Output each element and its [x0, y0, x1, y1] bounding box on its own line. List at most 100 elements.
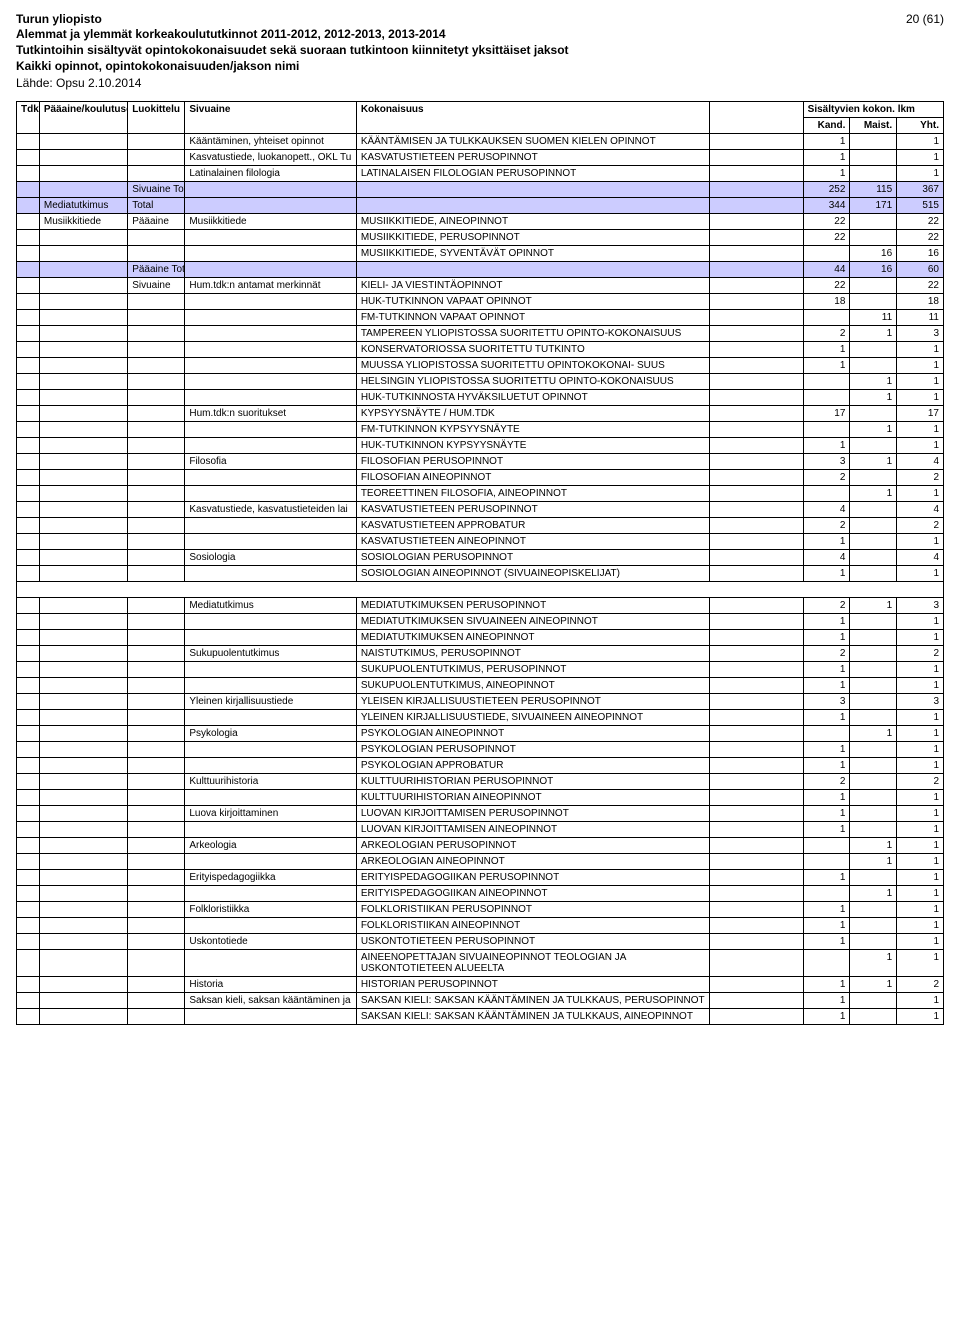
table-row: HELSINGIN YLIOPISTOSSA SUORITETTU OPINTO… — [17, 373, 944, 389]
cell-tdk — [17, 805, 40, 821]
cell-yht: 1 — [897, 949, 944, 976]
cell-luo — [128, 805, 185, 821]
cell-yht: 22 — [897, 213, 944, 229]
cell-paa — [39, 389, 127, 405]
col-kok: Kokonaisuus — [356, 101, 709, 133]
cell-paa — [39, 933, 127, 949]
cell-kand: 2 — [803, 469, 850, 485]
cell-luo — [128, 245, 185, 261]
cell-siv — [185, 821, 356, 837]
cell-siv — [185, 421, 356, 437]
cell-luo — [128, 613, 185, 629]
cell-tdk — [17, 565, 40, 581]
cell-blank — [710, 597, 804, 613]
cell-maist — [850, 229, 897, 245]
cell-kand: 2 — [803, 773, 850, 789]
cell-kand — [803, 853, 850, 869]
cell-blank — [710, 549, 804, 565]
cell-siv — [185, 181, 356, 197]
table-row: PsykologiaPSYKOLOGIAN AINEOPINNOT11 — [17, 725, 944, 741]
table-row: HUK-TUTKINNON VAPAAT OPINNOT1818 — [17, 293, 944, 309]
cell-kok: FILOSOFIAN PERUSOPINNOT — [356, 453, 709, 469]
cell-yht: 2 — [897, 517, 944, 533]
cell-kand: 4 — [803, 501, 850, 517]
cell-blank — [710, 325, 804, 341]
cell-yht: 4 — [897, 549, 944, 565]
cell-yht: 2 — [897, 645, 944, 661]
cell-yht: 11 — [897, 309, 944, 325]
cell-luo — [128, 533, 185, 549]
cell-maist: 1 — [850, 421, 897, 437]
cell-siv: Kasvatustiede, kasvatustieteiden lai — [185, 501, 356, 517]
cell-siv: Latinalainen filologia — [185, 165, 356, 181]
cell-siv: Historia — [185, 976, 356, 992]
cell-maist: 1 — [850, 885, 897, 901]
cell-tdk — [17, 533, 40, 549]
cell-yht: 1 — [897, 1008, 944, 1024]
cell-blank — [710, 821, 804, 837]
cell-maist — [850, 677, 897, 693]
cell-blank — [710, 917, 804, 933]
cell-kok: MEDIATUTKIMUKSEN SIVUAINEEN AINEOPINNOT — [356, 613, 709, 629]
cell-kok: ARKEOLOGIAN AINEOPINNOT — [356, 853, 709, 869]
cell-tdk — [17, 341, 40, 357]
cell-tdk — [17, 645, 40, 661]
table-row: KASVATUSTIETEEN AINEOPINNOT11 — [17, 533, 944, 549]
table-row: MEDIATUTKIMUKSEN AINEOPINNOT11 — [17, 629, 944, 645]
cell-maist — [850, 773, 897, 789]
cell-kok: LATINALAISEN FILOLOGIAN PERUSOPINNOT — [356, 165, 709, 181]
cell-siv — [185, 517, 356, 533]
cell-siv: Sukupuolentutkimus — [185, 645, 356, 661]
cell-paa — [39, 869, 127, 885]
cell-yht: 367 — [897, 181, 944, 197]
cell-luo — [128, 549, 185, 565]
cell-blank — [710, 437, 804, 453]
cell-tdk — [17, 613, 40, 629]
cell-kok: PSYKOLOGIAN AINEOPINNOT — [356, 725, 709, 741]
cell-kand: 1 — [803, 357, 850, 373]
cell-yht: 3 — [897, 325, 944, 341]
cell-siv — [185, 741, 356, 757]
cell-kand — [803, 949, 850, 976]
cell-paa — [39, 517, 127, 533]
cell-maist — [850, 277, 897, 293]
cell-kok: LUOVAN KIRJOITTAMISEN PERUSOPINNOT — [356, 805, 709, 821]
table-row: KulttuurihistoriaKULTTUURIHISTORIAN PERU… — [17, 773, 944, 789]
table-row: FM-TUTKINNON VAPAAT OPINNOT1111 — [17, 309, 944, 325]
cell-yht: 1 — [897, 533, 944, 549]
cell-maist: 1 — [850, 853, 897, 869]
cell-blank — [710, 469, 804, 485]
cell-siv — [185, 789, 356, 805]
cell-siv — [185, 677, 356, 693]
cell-kok: ERITYISPEDAGOGIIKAN AINEOPINNOT — [356, 885, 709, 901]
cell-yht: 1 — [897, 805, 944, 821]
cell-blank — [710, 741, 804, 757]
table-row: Latinalainen filologiaLATINALAISEN FILOL… — [17, 165, 944, 181]
cell-siv: Yleinen kirjallisuustiede — [185, 693, 356, 709]
cell-paa — [39, 453, 127, 469]
cell-maist — [850, 992, 897, 1008]
table-row: MUSIIKKITIEDE, SYVENTÄVÄT OPINNOT1616 — [17, 245, 944, 261]
cell-yht: 1 — [897, 133, 944, 149]
cell-kok: KYPSYYSNÄYTE / HUM.TDK — [356, 405, 709, 421]
cell-blank — [710, 405, 804, 421]
cell-kok — [356, 261, 709, 277]
cell-maist — [850, 709, 897, 725]
cell-siv: Kulttuurihistoria — [185, 773, 356, 789]
table-row: KASVATUSTIETEEN APPROBATUR22 — [17, 517, 944, 533]
cell-kand — [803, 725, 850, 741]
cell-maist — [850, 629, 897, 645]
cell-blank — [710, 1008, 804, 1024]
cell-luo — [128, 741, 185, 757]
cell-siv — [185, 357, 356, 373]
cell-kok: YLEINEN KIRJALLISUUSTIEDE, SIVUAINEEN AI… — [356, 709, 709, 725]
cell-yht: 60 — [897, 261, 944, 277]
cell-paa — [39, 901, 127, 917]
cell-paa — [39, 773, 127, 789]
col-sis: Sisältyvien kokon. lkm — [803, 101, 943, 117]
cell-siv: Sosiologia — [185, 549, 356, 565]
cell-yht: 2 — [897, 976, 944, 992]
cell-paa — [39, 357, 127, 373]
table-row: SosiologiaSOSIOLOGIAN PERUSOPINNOT44 — [17, 549, 944, 565]
cell-luo — [128, 661, 185, 677]
